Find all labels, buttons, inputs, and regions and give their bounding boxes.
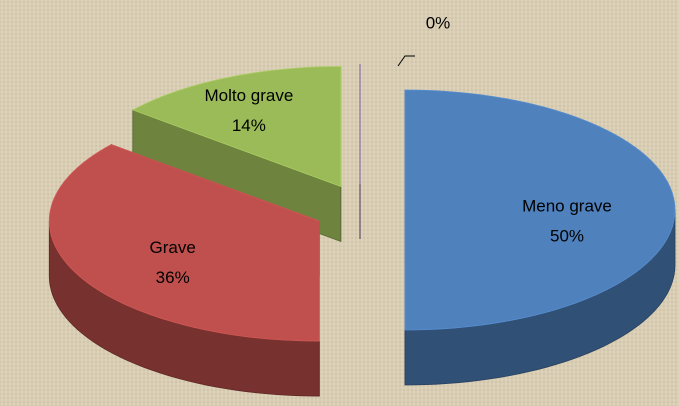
pie-slice (404, 89, 676, 386)
slice-top (48, 144, 320, 342)
data-label-value: 36% (156, 268, 190, 287)
data-label-category: Meno grave (522, 196, 612, 215)
leader-line (397, 55, 415, 67)
data-label-category: Molto grave (204, 86, 293, 105)
slice-top (131, 66, 342, 188)
data-label-value: 50% (550, 226, 584, 245)
data-label-category: Grave (150, 238, 196, 257)
slice-top (404, 89, 676, 331)
pie-slice (131, 66, 342, 243)
pie-slice (48, 144, 320, 397)
data-label-category: Giusto (413, 0, 462, 2)
data-label-value: 14% (232, 116, 266, 135)
data-label-value: 0% (426, 13, 451, 32)
